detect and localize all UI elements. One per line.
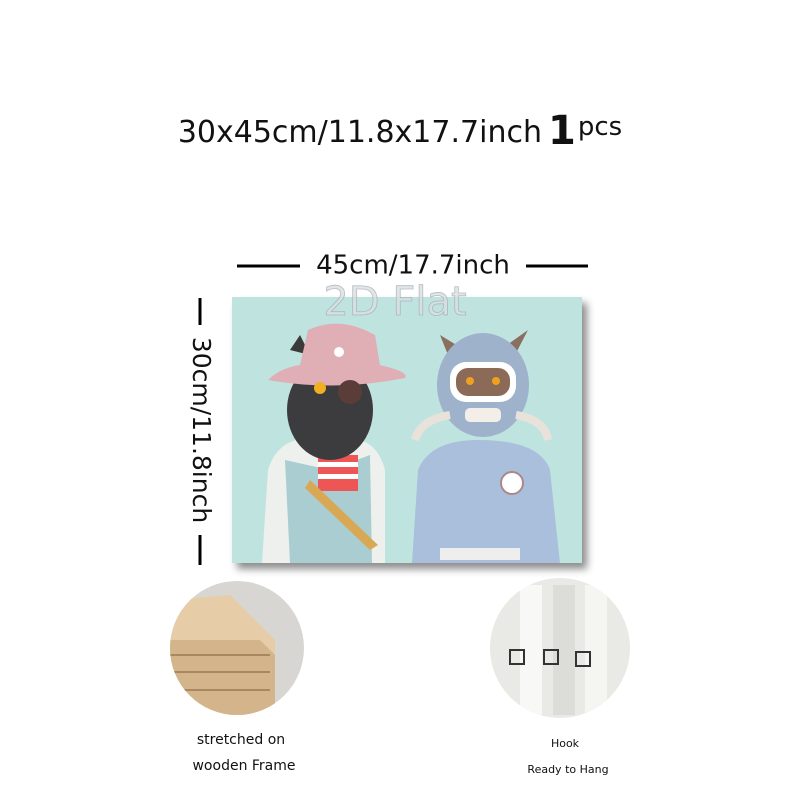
width-label: 45cm/17.7inch <box>316 251 510 281</box>
size-text: 30x45cm/11.8x17.7inch <box>178 115 542 150</box>
caption: wooden Frame <box>192 758 295 774</box>
title: 30x45cm/11.8x17.7inch 1pcs <box>178 108 622 154</box>
quantity: 1 <box>548 108 576 154</box>
caption: Hook <box>551 737 580 750</box>
watermark: 2D Flat <box>323 279 466 325</box>
hook-photo <box>490 578 630 718</box>
pirate-cat <box>262 323 406 563</box>
height-label: 30cm/11.8inch <box>187 337 216 523</box>
diver-cat <box>411 330 560 563</box>
frame-photo <box>170 581 304 715</box>
caption: stretched on <box>197 732 285 748</box>
unit: pcs <box>578 112 622 142</box>
caption: Ready to Hang <box>527 763 608 776</box>
